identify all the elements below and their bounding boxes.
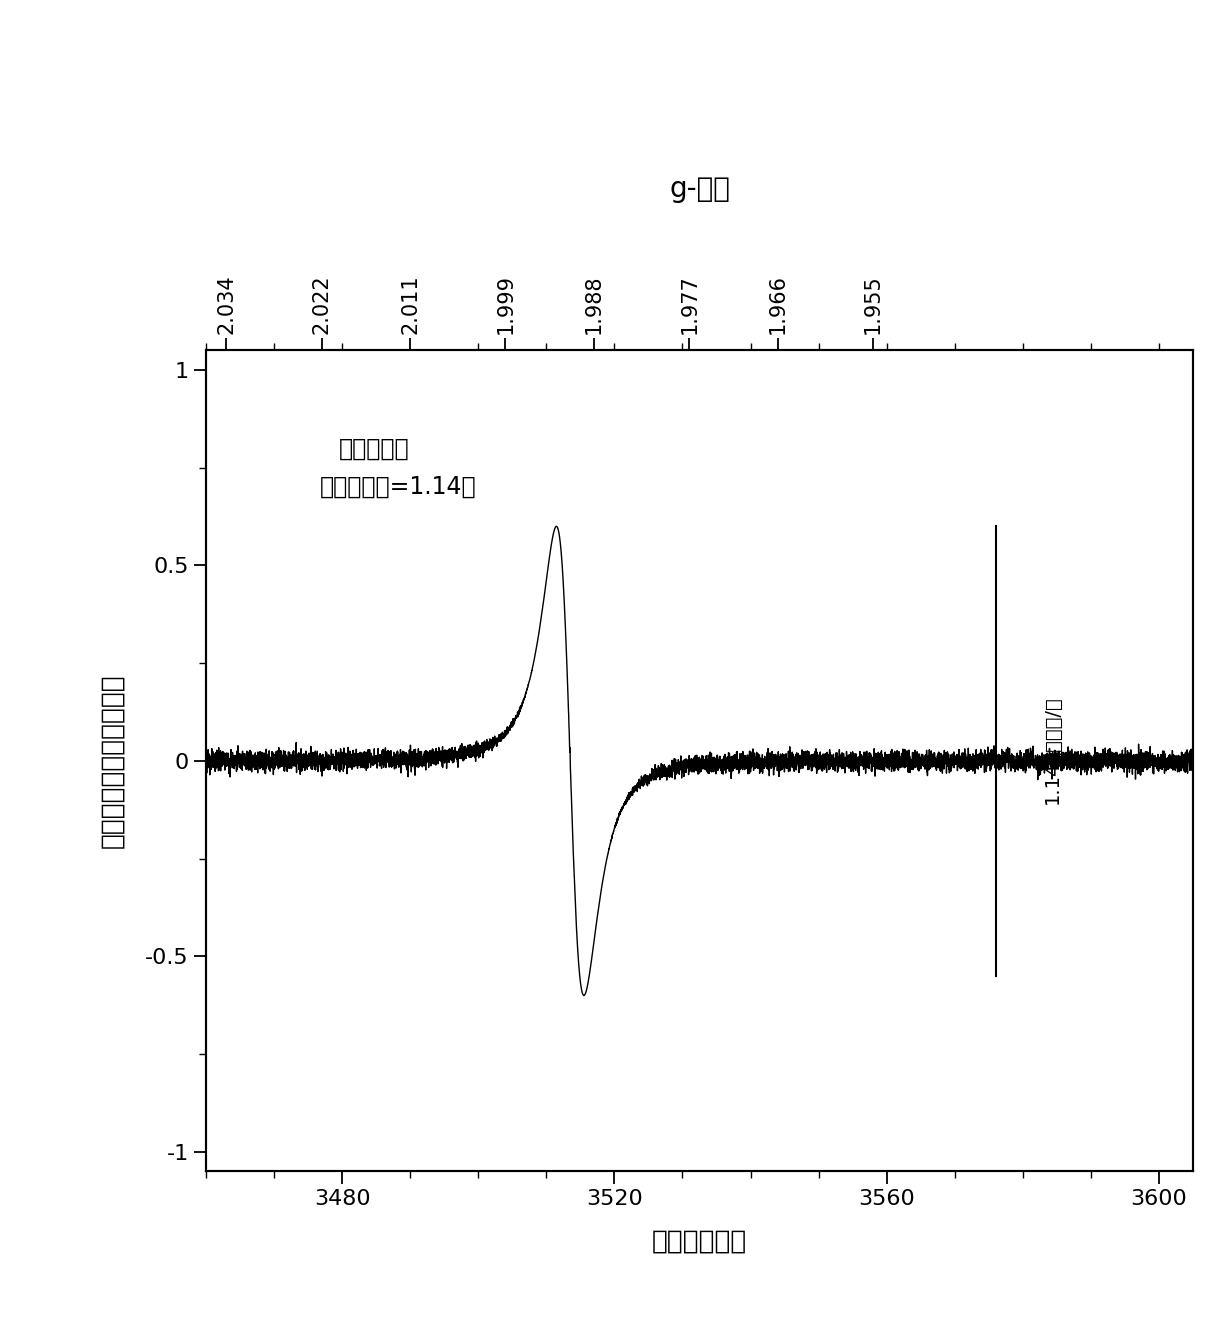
X-axis label: g-系数: g-系数 xyxy=(669,175,730,203)
Text: 1.14标准单位/百: 1.14标准单位/百 xyxy=(1044,695,1062,803)
Text: （修正系数=1.14）: （修正系数=1.14） xyxy=(319,476,476,500)
Y-axis label: 强度（标准弱间距单位）: 强度（标准弱间距单位） xyxy=(99,673,126,848)
Text: 弱间距标准: 弱间距标准 xyxy=(339,437,410,461)
X-axis label: 磁场（高斯）: 磁场（高斯） xyxy=(652,1228,747,1255)
